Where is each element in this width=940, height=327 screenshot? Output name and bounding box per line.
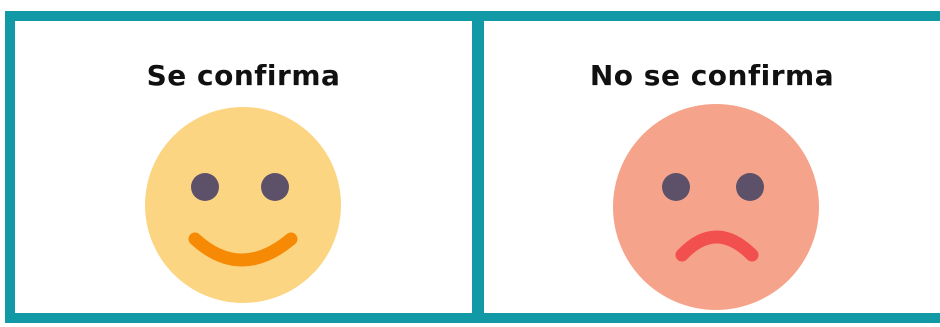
panel-title-not-confirmed: No se confirma xyxy=(589,59,835,92)
panel-confirmed: Se confirma xyxy=(15,21,472,313)
panel-title-confirmed: Se confirma xyxy=(146,59,341,92)
panel-divider xyxy=(472,11,484,323)
frowning-face-icon xyxy=(613,104,819,310)
smiling-face-icon xyxy=(145,107,341,303)
panel-not-confirmed: No se confirma xyxy=(484,21,940,313)
